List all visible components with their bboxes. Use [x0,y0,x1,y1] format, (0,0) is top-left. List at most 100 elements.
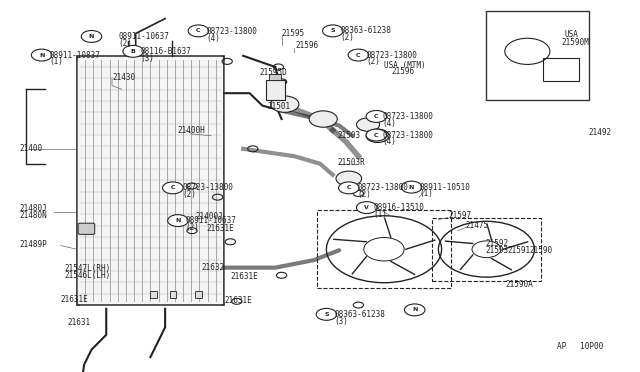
Text: 21475: 21475 [466,221,489,230]
Text: 21489P: 21489P [19,240,47,249]
Text: C: C [374,114,379,119]
Text: B: B [131,49,136,54]
Text: C: C [170,185,175,190]
Text: (4): (4) [206,34,220,43]
Text: 21631E: 21631E [230,272,258,280]
Circle shape [81,31,102,42]
Text: 21591: 21591 [508,246,531,255]
Text: 08723-13800: 08723-13800 [357,183,408,192]
Bar [486,11,589,100]
Text: N: N [39,52,44,58]
Text: 08363-61238: 08363-61238 [340,26,391,35]
Text: S: S [330,28,335,33]
Text: 08723-13800: 08723-13800 [383,112,433,121]
Text: (4): (4) [383,137,397,146]
Text: (4): (4) [383,119,397,128]
Circle shape [401,181,422,193]
Text: 08723-13800: 08723-13800 [206,27,257,36]
Circle shape [163,182,183,194]
Text: 08723-13800: 08723-13800 [383,131,433,140]
Text: C: C [356,52,361,58]
Circle shape [366,110,387,122]
Bar [195,291,202,298]
Circle shape [31,49,52,61]
Circle shape [271,96,299,112]
Text: (1): (1) [49,57,63,66]
Text: 21503R: 21503R [338,158,365,167]
Text: S: S [324,312,329,317]
Bar [432,218,541,281]
Circle shape [123,45,143,57]
Circle shape [356,118,380,131]
Text: N: N [89,34,94,39]
Text: 08723-13800: 08723-13800 [182,183,233,192]
Text: 21590A: 21590A [506,280,533,289]
Text: 08911-10837: 08911-10837 [49,51,100,60]
Text: 21595: 21595 [282,29,305,38]
Text: 21546L(LH): 21546L(LH) [64,271,110,280]
Circle shape [309,111,337,127]
Text: N: N [175,218,180,223]
Text: (2): (2) [340,33,355,42]
Text: (2): (2) [118,39,132,48]
Text: 21501: 21501 [268,102,291,110]
Text: AP   10P00: AP 10P00 [557,342,603,351]
Text: 21595D: 21595D [259,68,287,77]
Text: C: C [196,28,201,33]
Text: (3): (3) [141,54,155,62]
Text: 08116-B1637: 08116-B1637 [141,47,191,56]
Text: (1): (1) [373,210,387,219]
Text: 21632: 21632 [202,263,225,272]
Circle shape [323,25,343,37]
Text: 08363-61238: 08363-61238 [334,310,385,319]
Text: 21597: 21597 [448,211,471,220]
Text: 21400H: 21400H [178,126,205,135]
Circle shape [339,182,359,194]
Text: V: V [364,205,369,210]
Text: 21503: 21503 [338,131,361,140]
Bar [150,291,157,298]
Text: USA (MTM): USA (MTM) [384,61,426,70]
Circle shape [348,49,369,61]
Text: (2): (2) [186,223,200,232]
Circle shape [168,215,188,227]
Text: 21631E: 21631E [224,296,252,305]
Circle shape [366,129,389,142]
Text: C: C [346,185,351,190]
Bar [266,80,285,100]
Circle shape [404,304,425,316]
Text: 08723-13800: 08723-13800 [366,51,417,60]
Text: 21492: 21492 [589,128,612,137]
Circle shape [188,25,209,37]
Text: 21400J: 21400J [195,212,223,221]
Circle shape [336,171,362,186]
Bar [77,56,224,305]
Text: 08911-10510: 08911-10510 [419,183,470,192]
Text: 21596: 21596 [296,41,319,50]
Bar [317,210,451,288]
Text: (2): (2) [366,57,380,66]
Text: 21631: 21631 [67,318,90,327]
Text: 21631E: 21631E [206,224,234,233]
Text: 21480J: 21480J [19,204,47,213]
Circle shape [366,129,387,141]
Text: USA: USA [564,30,579,39]
Text: (2): (2) [182,190,196,199]
Text: N: N [409,185,414,190]
Text: 21590: 21590 [530,246,553,255]
Text: 21593: 21593 [485,246,508,255]
Text: 21547L(RH): 21547L(RH) [64,264,110,273]
Text: 21596: 21596 [392,67,415,76]
Text: (1): (1) [419,189,433,198]
Text: 21480N: 21480N [19,211,47,219]
Bar [543,58,579,81]
Text: (2): (2) [357,190,371,199]
Text: N: N [412,307,417,312]
Text: 21400: 21400 [19,144,42,153]
Text: 21590M: 21590M [562,38,589,47]
Bar [269,74,281,80]
Text: 21430: 21430 [112,73,135,82]
Text: 21592: 21592 [485,239,508,248]
Bar [170,291,176,298]
Text: 08916-13510: 08916-13510 [373,203,424,212]
